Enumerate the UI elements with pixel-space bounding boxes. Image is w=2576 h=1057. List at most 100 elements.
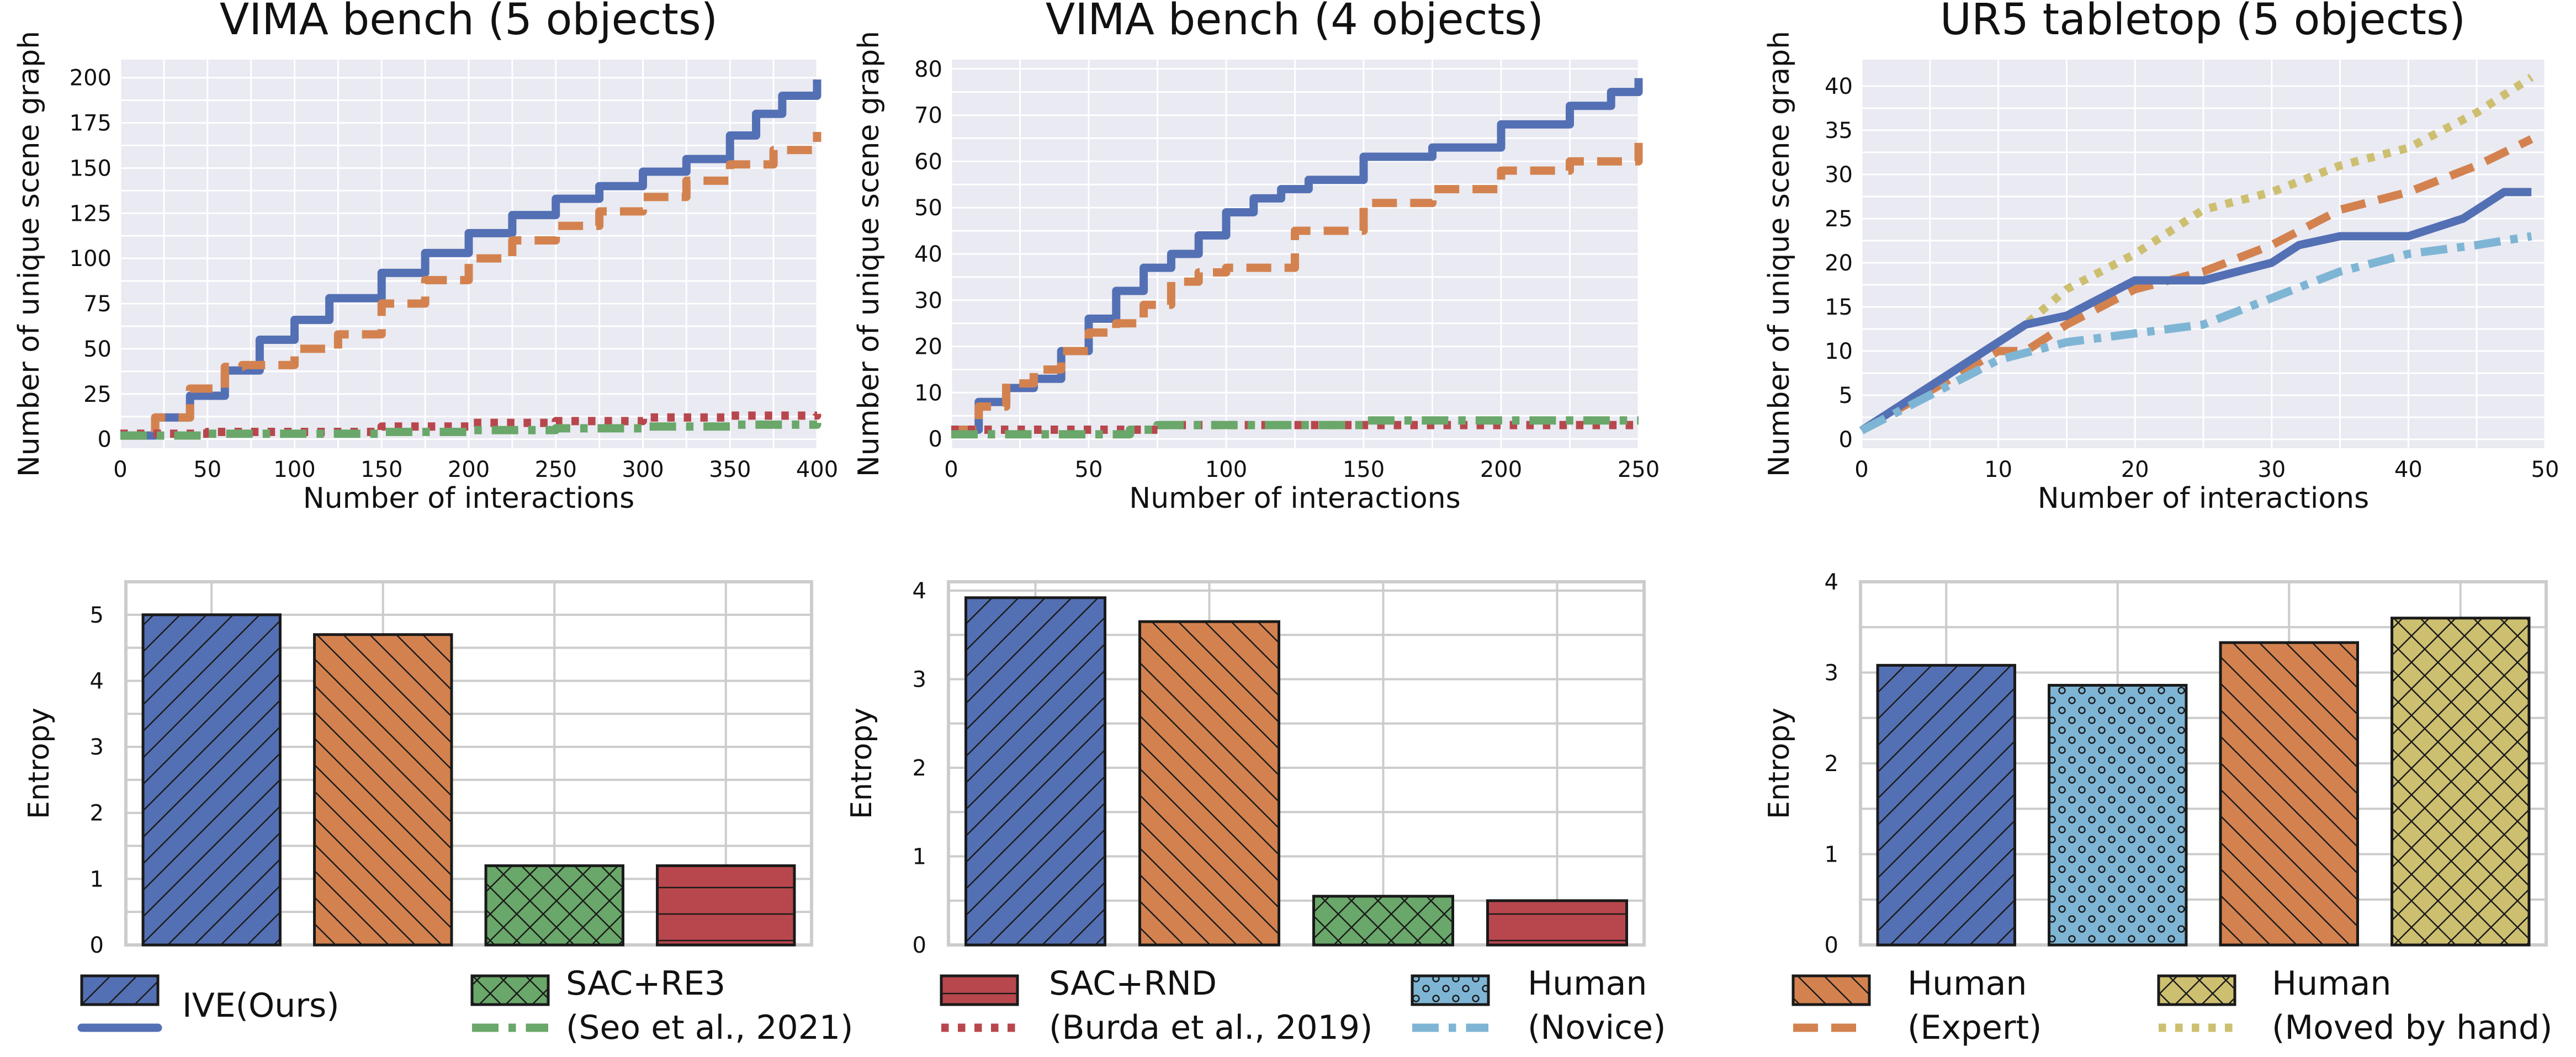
legend: IVE(Ours) SAC+RE3 (Seo et al., 2021) SAC+RN… — [77, 964, 2552, 1047]
chart-title: VIMA bench (5 objects) — [220, 0, 718, 45]
series-line-sac_rnd — [120, 411, 821, 438]
x-tick-label: 150 — [1343, 457, 1385, 482]
legend-label: Human — [1907, 964, 2027, 1003]
y-tick-label: 3 — [913, 667, 926, 693]
bar-panel-1: 0 1 2 3 4 5 Entropy — [23, 580, 813, 958]
legend-swatch-human_hand — [2157, 974, 2236, 1006]
y-tick-label: 2 — [913, 756, 926, 781]
x-tick-label: 400 — [796, 457, 838, 482]
y-axis-label: Entropy — [23, 708, 56, 819]
y-axis-label: Number of unique scene graph — [852, 31, 886, 477]
y-tick-label: 3 — [90, 735, 104, 760]
y-tick-label: 1 — [1825, 842, 1838, 868]
y-tick-label: 2 — [1825, 751, 1838, 777]
legend-label: SAC+RND — [1049, 964, 1217, 1003]
bar-sac_rnd — [656, 864, 796, 947]
y-tick-label: 0 — [1839, 427, 1853, 453]
legend-item-sac_rnd: SAC+RND (Burda et al., 2019) — [940, 964, 1372, 1047]
bar-human_novice — [2048, 684, 2188, 947]
y-tick-label: 25 — [83, 382, 112, 407]
legend-swatch-human_expert — [1791, 974, 1871, 1006]
legend-sublabel: (Novice) — [1528, 1008, 1666, 1047]
series-line-sac_rnd — [951, 421, 1639, 434]
y-tick-label: 3 — [1825, 661, 1838, 686]
y-tick-label: 5 — [1839, 383, 1853, 408]
bar-ive — [1876, 663, 2016, 947]
legend-label: Human — [1528, 964, 1647, 1003]
y-tick-label: 5 — [90, 603, 104, 628]
series-line-human_expert — [120, 131, 821, 440]
legend-label: SAC+RE3 — [566, 964, 725, 1003]
series-line-ive — [1859, 188, 2532, 434]
legend-swatch-human_novice — [1411, 974, 1490, 1006]
legend-label: Human — [2272, 964, 2391, 1003]
x-tick-label: 50 — [193, 457, 221, 482]
x-tick-label: 40 — [2394, 457, 2423, 482]
legend-label: IVE(Ours) — [182, 986, 340, 1025]
x-tick-label: 250 — [535, 457, 577, 482]
x-tick-label: 50 — [2531, 457, 2559, 482]
legend-swatch-sac_rnd — [940, 974, 1019, 1006]
y-tick-label: 150 — [70, 156, 112, 181]
y-tick-label: 0 — [90, 933, 104, 958]
y-tick-label: 4 — [913, 578, 926, 604]
x-tick-label: 10 — [1984, 457, 2012, 482]
y-tick-label: 125 — [70, 201, 112, 226]
chart-title: UR5 tabletop (5 objects) — [1940, 0, 2466, 45]
bar-human_expert — [1138, 620, 1280, 947]
x-tick-label: 350 — [709, 457, 751, 482]
y-tick-label: 1 — [90, 867, 104, 892]
y-tick-label: 50 — [914, 195, 942, 221]
x-tick-label: 0 — [1854, 457, 1868, 482]
bar-panel-2: 0 1 2 3 4 Entropy — [845, 578, 1646, 958]
chart-title: VIMA bench (4 objects) — [1046, 0, 1544, 45]
series-line-ive — [951, 78, 1643, 434]
legend-item-human_hand: Human (Moved by hand) — [2157, 964, 2552, 1047]
line-panel-1: 0 50 100 150 200 250 300 350 400 0 25 50 75 100 125 150… — [13, 0, 838, 515]
series-line-human_novice — [1859, 232, 2532, 434]
legend-sublabel: (Expert) — [1907, 1008, 2042, 1047]
y-tick-label: 1 — [913, 844, 926, 870]
bar-sac_re3 — [484, 864, 624, 947]
y-tick-label: 10 — [914, 380, 942, 406]
y-tick-label: 2 — [90, 801, 104, 826]
legend-item-sac_re3: SAC+RE3 (Seo et al., 2021) — [470, 964, 853, 1047]
x-tick-label: 0 — [944, 457, 958, 482]
y-tick-label: 50 — [83, 337, 112, 362]
legend-sublabel: (Seo et al., 2021) — [566, 1008, 853, 1047]
y-tick-label: 0 — [913, 933, 926, 958]
bar-sac_re3 — [1312, 895, 1454, 947]
y-tick-label: 175 — [70, 111, 112, 136]
legend-item-human_novice: Human (Novice) — [1411, 964, 1666, 1047]
y-tick-label: 40 — [1825, 74, 1853, 99]
line-panel-3: 0 10 20 30 40 50 0 5 10 15 20 25 30 35 40 UR5 tabletop … — [1763, 0, 2559, 515]
y-tick-label: 100 — [70, 246, 112, 272]
y-tick-label: 0 — [1825, 933, 1838, 958]
y-axis-label: Entropy — [845, 708, 878, 819]
legend-item-human_expert: Human (Expert) — [1791, 964, 2042, 1047]
legend-sublabel: (Moved by hand) — [2272, 1008, 2552, 1047]
bar-sac_rnd — [1486, 899, 1628, 947]
x-tick-label: 250 — [1618, 457, 1660, 482]
x-tick-label: 150 — [361, 457, 402, 482]
series-line-sac_re3 — [120, 420, 821, 440]
bar-human_expert — [2219, 641, 2359, 947]
bar-human_expert — [313, 633, 453, 947]
x-tick-label: 100 — [273, 457, 315, 482]
y-axis-label: Entropy — [1763, 708, 1796, 819]
y-tick-label: 10 — [1825, 339, 1853, 364]
bar-human_hand — [2391, 617, 2531, 947]
x-tick-label: 50 — [1075, 457, 1103, 482]
y-tick-label: 200 — [70, 66, 112, 91]
series-line-human_expert — [951, 142, 1643, 434]
bar-panel-3: 0 1 2 3 4 Entropy — [1763, 570, 2548, 958]
bar-ive — [964, 596, 1106, 947]
y-tick-label: 60 — [914, 149, 942, 174]
y-tick-label: 0 — [98, 427, 112, 453]
y-tick-label: 70 — [914, 103, 942, 129]
legend-sublabel: (Burda et al., 2019) — [1049, 1008, 1372, 1047]
line-panel-2: 0 50 100 150 200 250 0 10 20 30 40 50 60 70 80 VIMA ben… — [852, 0, 1660, 515]
y-tick-label: 0 — [929, 427, 942, 452]
y-tick-label: 35 — [1825, 118, 1853, 144]
y-tick-label: 15 — [1825, 295, 1853, 320]
